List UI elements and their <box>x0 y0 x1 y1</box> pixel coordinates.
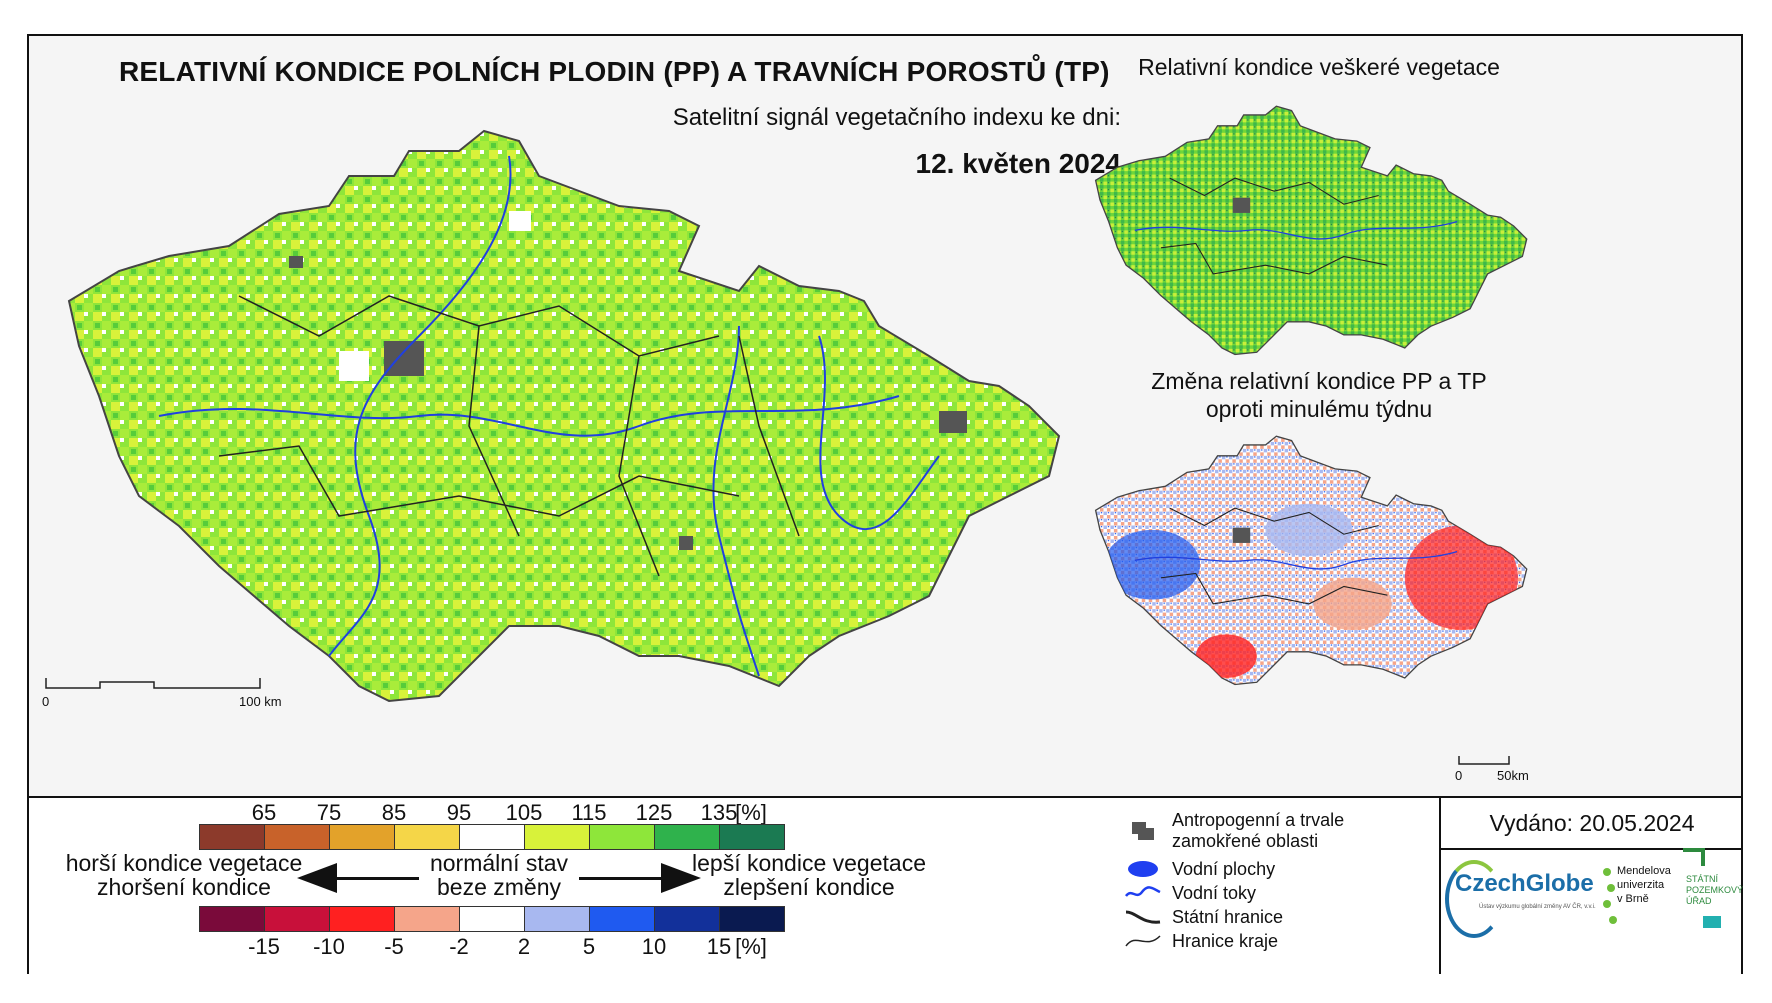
region-border-icon <box>1125 935 1161 947</box>
page-title: RELATIVNÍ KONDICE POLNÍCH PLODIN (PP) A … <box>119 56 1110 87</box>
right-arrow-icon <box>579 877 669 880</box>
condition-tick-6: 125 <box>635 800 673 825</box>
czechglobe-logo: CzechGlobe <box>1455 870 1594 897</box>
mendelu-line2: univerzita <box>1617 879 1665 891</box>
inset-scalebar <box>1458 756 1510 765</box>
condition-tick-2: 85 <box>381 800 407 825</box>
czechglobe-logo-subtitle: Ústav výzkumu globální změny AV ČR, v.v.… <box>1479 904 1596 910</box>
legend-region-border: Hranice kraje <box>1124 928 1278 954</box>
condition-swatch-1 <box>264 824 330 850</box>
change-tick-2: -5 <box>384 934 404 959</box>
left-arrow-icon <box>329 877 419 880</box>
change-tick-4: 2 <box>517 934 531 959</box>
vegetation-inset-title: Relativní kondice veškeré vegetace <box>1138 54 1500 80</box>
change-inset-title-line1: Změna relativní kondice PP a TP <box>1151 368 1487 394</box>
legend-state-border: Státní hranice <box>1124 904 1283 930</box>
state-border-icon <box>1125 910 1161 924</box>
change-inset-map <box>1094 435 1528 686</box>
change-tick-5: 5 <box>582 934 596 959</box>
legend-area: 65 75 85 95 105 115 125 135 [%] horší kondice ve… <box>29 796 1743 974</box>
condition-swatch-6 <box>589 824 655 850</box>
condition-tick-5: 115 <box>571 800 607 825</box>
condition-swatch-7 <box>654 824 720 850</box>
change-swatch-4 <box>459 906 525 932</box>
condition-tick-7: 135 <box>700 800 738 825</box>
mendelu-line1: Mendelova <box>1617 865 1671 877</box>
state-border-label: Státní hranice <box>1172 906 1284 927</box>
water-area-icon <box>1128 861 1158 877</box>
region-border-label: Hranice kraje <box>1172 930 1279 951</box>
anthropogenic-label-line1: Antropogenní a trvale <box>1172 810 1345 830</box>
normal-text-line1: normální stav <box>429 850 569 876</box>
change-tick-8: [%] <box>735 934 767 959</box>
rivers-label: Vodní toky <box>1172 882 1257 903</box>
change-swatch-5 <box>524 906 590 932</box>
change-tick-1: -10 <box>313 934 345 959</box>
mendelu-dots-icon <box>1603 868 1617 924</box>
left-arrowhead-icon <box>297 863 337 893</box>
condition-tick-3: 95 <box>446 800 472 825</box>
condition-swatch-3 <box>394 824 460 850</box>
main-scalebar-start: 0 <box>42 694 50 709</box>
spu-line2: POZEMKOVÝ <box>1686 885 1744 895</box>
better-text-line1: lepší kondice vegetace <box>692 850 926 876</box>
legend-anthropogenic: Antropogenní a trvale zamokřené oblasti <box>1124 810 1344 852</box>
czechglobe-logo-ring <box>1445 860 1503 938</box>
change-tick-6: 10 <box>641 934 667 959</box>
spu-logo-mark <box>1703 916 1721 928</box>
water-areas-label: Vodní plochy <box>1172 858 1276 879</box>
worse-text-line1: horší kondice vegetace <box>65 850 303 876</box>
change-swatch-8 <box>719 906 785 932</box>
change-swatch-3 <box>394 906 460 932</box>
mendelu-line3: v Brně <box>1617 893 1649 905</box>
map-frame: RELATIVNÍ KONDICE POLNÍCH PLODIN (PP) A … <box>27 34 1743 974</box>
spu-logo: STÁTNÍ POZEMKOVÝ ÚŘAD <box>1686 874 1743 907</box>
condition-tick-1: 75 <box>316 800 342 825</box>
change-swatch-2 <box>329 906 395 932</box>
anthropogenic-area-icon <box>1132 822 1154 840</box>
change-tick-0: -15 <box>248 934 280 959</box>
change-inset-title-line2: oproti minulému týdnu <box>1205 396 1433 422</box>
right-arrowhead-icon <box>661 863 701 893</box>
date-label: 12. květen 2024 <box>915 148 1122 179</box>
condition-tick-4: 105 <box>505 800 543 825</box>
issued-date: Vydáno: 20.05.2024 <box>1441 798 1743 850</box>
inset-scalebar-end: 50km <box>1497 768 1529 783</box>
worse-text-line2: zhoršení kondice <box>97 874 271 900</box>
main-scalebar <box>45 678 261 689</box>
normal-text-line2: beze změny <box>436 874 561 900</box>
mendelu-logo: Mendelova univerzita v Brně <box>1617 864 1671 906</box>
condition-tick-8: [%] <box>735 800 767 825</box>
condition-swatch-4 <box>459 824 525 850</box>
change-swatch-6 <box>589 906 655 932</box>
condition-swatch-5 <box>524 824 590 850</box>
condition-swatch-8 <box>719 824 785 850</box>
river-icon <box>1125 886 1161 897</box>
condition-tick-0: 65 <box>251 800 277 825</box>
inset-scalebar-start: 0 <box>1455 768 1463 783</box>
spu-logo-icon <box>1683 848 1705 866</box>
legend-rivers: Vodní toky <box>1124 880 1256 906</box>
anthropogenic-label-line2: zamokřené oblasti <box>1172 831 1319 851</box>
subtitle: Satelitní signál vegetačního indexu ke d… <box>672 104 1121 131</box>
change-swatch-1 <box>264 906 330 932</box>
change-tick-3: -2 <box>449 934 469 959</box>
main-condition-map <box>68 130 1060 702</box>
main-scalebar-end: 100 km <box>239 694 282 709</box>
issued-panel: Vydáno: 20.05.2024 CzechGlobe Ústav výzk… <box>1439 798 1743 974</box>
condition-swatch-0 <box>199 824 265 850</box>
map-area: RELATIVNÍ KONDICE POLNÍCH PLODIN (PP) A … <box>29 36 1741 796</box>
spu-line1: STÁTNÍ <box>1686 874 1719 884</box>
better-text-line2: zlepšení kondice <box>723 874 895 900</box>
change-swatch-7 <box>654 906 720 932</box>
change-tick-7: 15 <box>706 934 732 959</box>
legend-water-areas: Vodní plochy <box>1124 856 1275 882</box>
spu-line3: ÚŘAD <box>1686 896 1712 906</box>
change-swatch-0 <box>199 906 265 932</box>
vegetation-inset-map <box>1094 105 1528 356</box>
condition-swatch-2 <box>329 824 395 850</box>
